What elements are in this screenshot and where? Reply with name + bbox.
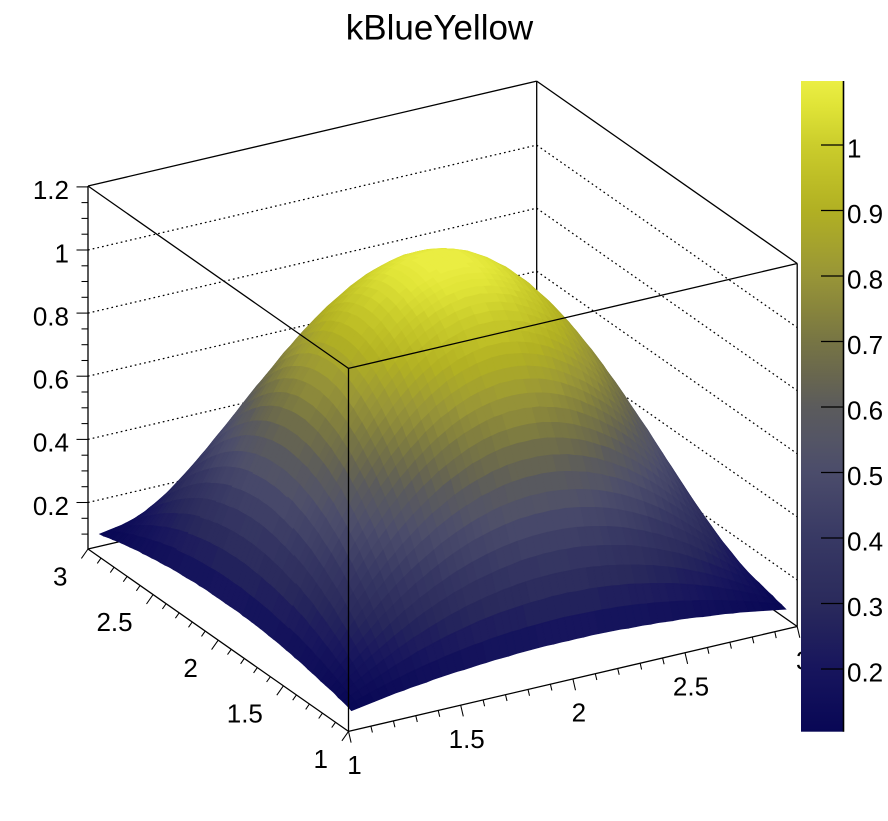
svg-text:0.8: 0.8 <box>33 301 69 331</box>
svg-text:0.4: 0.4 <box>33 428 69 458</box>
svg-text:1: 1 <box>314 744 328 774</box>
svg-text:0.7: 0.7 <box>847 330 883 360</box>
svg-text:2.5: 2.5 <box>673 672 709 702</box>
svg-text:3: 3 <box>53 562 67 592</box>
svg-text:0.6: 0.6 <box>847 395 883 425</box>
svg-text:0.3: 0.3 <box>847 592 883 622</box>
svg-text:2: 2 <box>572 698 586 728</box>
svg-text:1.5: 1.5 <box>449 724 485 754</box>
svg-text:1: 1 <box>847 133 861 163</box>
svg-text:0.6: 0.6 <box>33 365 69 395</box>
svg-text:kBlueYellow: kBlueYellow <box>346 8 534 47</box>
svg-text:1.5: 1.5 <box>227 698 263 728</box>
svg-text:0.8: 0.8 <box>847 264 883 294</box>
svg-text:1.2: 1.2 <box>33 175 69 205</box>
svg-text:0.2: 0.2 <box>847 657 883 687</box>
svg-text:0.4: 0.4 <box>847 526 883 556</box>
svg-text:0.9: 0.9 <box>847 199 883 229</box>
svg-text:1: 1 <box>55 238 69 268</box>
svg-text:0.5: 0.5 <box>847 461 883 491</box>
svg-text:0.2: 0.2 <box>33 491 69 521</box>
svg-text:2.5: 2.5 <box>96 607 132 637</box>
svg-text:1: 1 <box>347 750 361 780</box>
svg-text:2: 2 <box>183 653 197 683</box>
